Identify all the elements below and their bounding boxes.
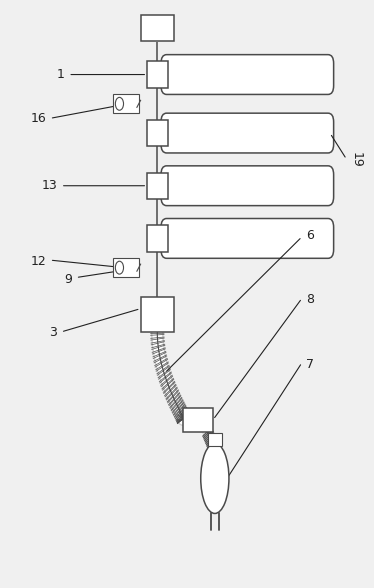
Circle shape <box>115 98 123 110</box>
Circle shape <box>115 261 123 274</box>
Text: 12: 12 <box>30 255 46 268</box>
Text: 16: 16 <box>30 112 46 125</box>
Text: 8: 8 <box>306 293 314 306</box>
FancyBboxPatch shape <box>161 55 334 95</box>
Ellipse shape <box>201 443 229 513</box>
Bar <box>147 120 168 146</box>
Bar <box>147 225 168 252</box>
Bar <box>141 15 174 41</box>
Bar <box>113 258 139 277</box>
Text: 19: 19 <box>349 152 362 167</box>
FancyBboxPatch shape <box>161 166 334 206</box>
Text: 3: 3 <box>49 326 57 339</box>
Text: 1: 1 <box>56 68 64 81</box>
FancyBboxPatch shape <box>161 219 334 258</box>
Bar <box>141 297 174 332</box>
Bar <box>183 408 213 432</box>
Text: 9: 9 <box>64 273 72 286</box>
Bar <box>147 172 168 199</box>
Bar <box>208 433 221 446</box>
Text: 13: 13 <box>41 179 57 192</box>
FancyBboxPatch shape <box>161 113 334 153</box>
Text: 6: 6 <box>306 229 314 242</box>
Text: 7: 7 <box>306 358 314 370</box>
Bar <box>147 61 168 88</box>
Bar <box>113 95 139 113</box>
